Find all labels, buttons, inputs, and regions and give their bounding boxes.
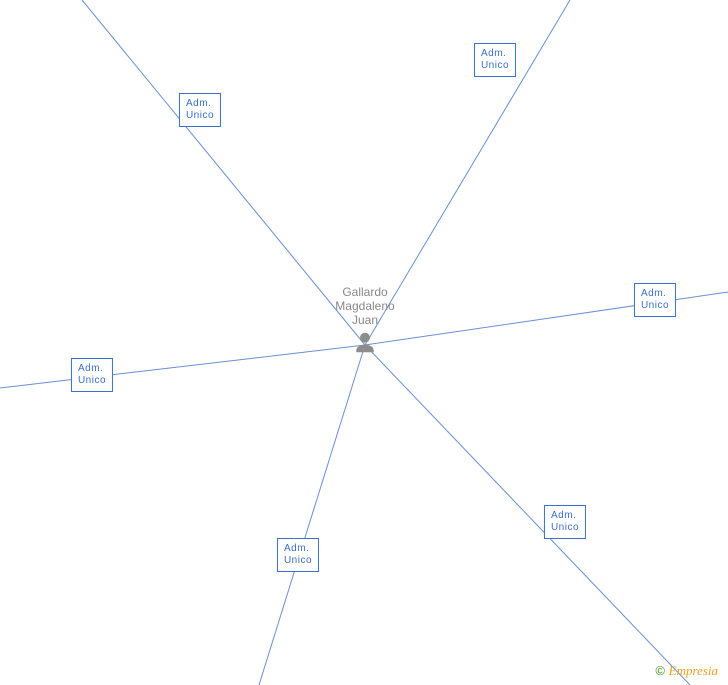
watermark: © Empresia	[655, 663, 718, 679]
edge	[259, 345, 365, 685]
edge	[365, 345, 690, 685]
network-node[interactable]: Adm. Unico	[277, 538, 319, 572]
network-node[interactable]: Adm. Unico	[179, 93, 221, 127]
network-node[interactable]: Adm. Unico	[71, 358, 113, 392]
network-node[interactable]: Adm. Unico	[634, 283, 676, 317]
edge	[365, 0, 570, 345]
center-node-label: Gallardo Magdaleno Juan	[335, 285, 394, 327]
watermark-brand: Empresia	[669, 663, 718, 678]
person-icon	[352, 330, 378, 361]
network-node[interactable]: Adm. Unico	[474, 43, 516, 77]
copyright-symbol: ©	[655, 663, 665, 678]
network-node[interactable]: Adm. Unico	[544, 505, 586, 539]
edge	[0, 345, 365, 388]
edge	[82, 0, 365, 345]
